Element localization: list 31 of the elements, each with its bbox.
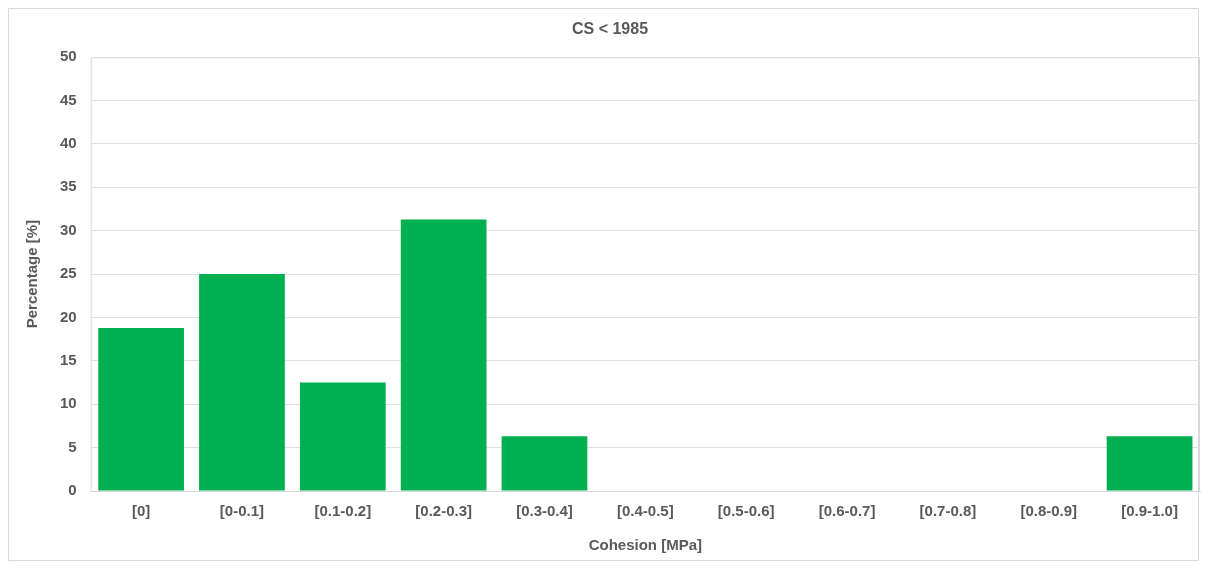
x-tick-label: [0.8-0.9] [1020, 502, 1078, 520]
chart-title: CS < 1985 [571, 20, 649, 38]
x-tick-label: [0-0.1] [219, 502, 265, 520]
x-tick-label: [0.5-0.6] [717, 502, 775, 520]
x-axis-title: Cohesion [MPa] [588, 536, 703, 554]
y-tick-label: 45 [60, 90, 77, 108]
y-tick-label: 40 [60, 134, 77, 152]
y-tick-label: 25 [60, 264, 77, 282]
y-tick-label: 0 [68, 481, 77, 499]
bar [98, 327, 184, 491]
bar [199, 274, 285, 491]
y-tick-label: 15 [60, 351, 77, 368]
x-tick-label: [0.2-0.3] [415, 502, 472, 520]
x-tick-label: [0.3-0.4] [516, 502, 573, 520]
y-tick-label: 5 [68, 437, 77, 455]
y-tick-label: 30 [60, 220, 77, 238]
bar [400, 219, 487, 491]
x-tick-label: [0.1-0.2] [314, 502, 372, 520]
x-tick-label: [0] [131, 502, 151, 520]
x-tick-label: [0.6-0.7] [818, 502, 876, 520]
x-tick-label: [0.7-0.8] [919, 502, 977, 520]
bar [501, 436, 588, 491]
bar [299, 382, 386, 491]
bar [1106, 436, 1193, 491]
x-tick-label: [0.9-1.0] [1121, 502, 1178, 520]
y-tick-label: 20 [60, 307, 77, 325]
y-tick-label: 10 [60, 394, 77, 412]
y-tick-label: 35 [60, 177, 77, 195]
x-tick-label: [0.4-0.5] [616, 502, 674, 520]
y-axis-title: Percentage [%] [23, 219, 41, 329]
y-tick-label: 50 [60, 47, 77, 65]
